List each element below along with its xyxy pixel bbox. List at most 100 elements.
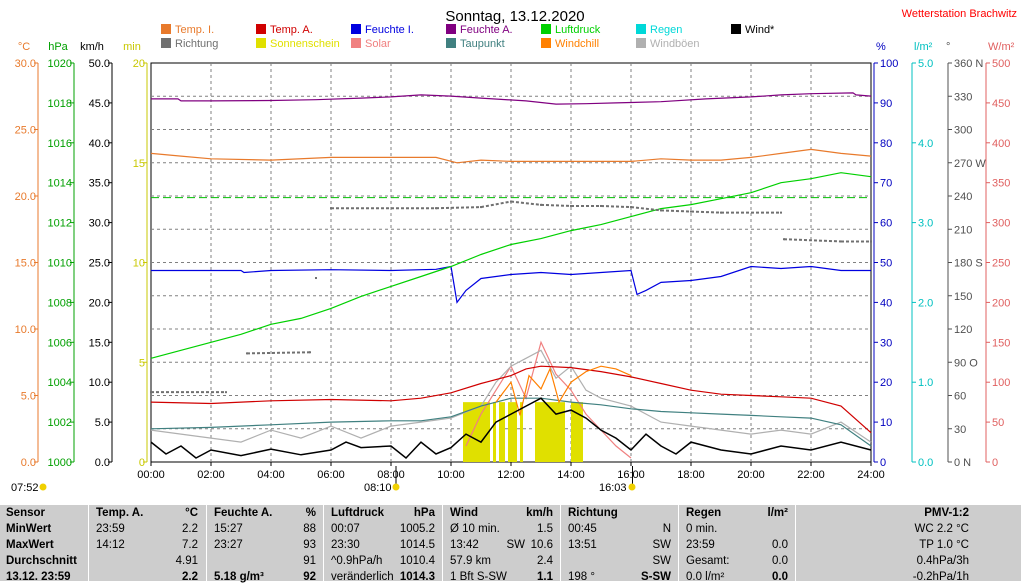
series-wind xyxy=(150,397,872,460)
temp-min-time: 23:59 xyxy=(96,523,125,535)
series-richtung-segment xyxy=(660,209,692,213)
temp-unit: °C xyxy=(185,507,198,519)
legend-label: Taupunkt xyxy=(460,38,505,50)
rain-tick-label: 0.0 xyxy=(918,457,933,469)
series-richtung-segment xyxy=(435,206,482,210)
series-richtung-point xyxy=(309,351,311,354)
pmv-trend-1h: -0.2hPa/1h xyxy=(912,571,969,583)
humidity-max-time: 23:27 xyxy=(214,539,243,551)
stats-pressure-column: Luftdruck hPa 00:07 1005.2 23:30 1014.5 ^0.… xyxy=(327,505,439,583)
solar-tick-label: 100 xyxy=(992,377,1010,389)
series-richtung-point xyxy=(315,277,317,280)
pressure-max-time: 23:30 xyxy=(331,539,360,551)
series-richtung-segment xyxy=(510,200,542,206)
wind-tick-label: 30.0 xyxy=(89,218,110,230)
wind-tick-label: 15.0 xyxy=(89,337,110,349)
legend-label: Windböen xyxy=(650,38,700,50)
series-solar xyxy=(465,340,632,459)
stats-rain-column: Regen l/m² 0 min. 23:59 0.0 Gesamt: 0.0 0.0… xyxy=(682,505,792,583)
rain-unit: l/m² xyxy=(767,507,788,519)
legend-swatch xyxy=(446,38,456,48)
time-tick-label: 08:00 xyxy=(377,469,405,481)
direction-max-time: 13:51 xyxy=(568,539,597,551)
humidity-tick-label: 50 xyxy=(880,258,892,270)
wind-current-value: 1.1 xyxy=(537,571,553,583)
wind-beaufort: 1 Bft S-SW xyxy=(450,571,507,583)
solar-tick-label: 50 xyxy=(992,417,1004,429)
direction-tick-label: 30 xyxy=(954,424,966,436)
series-richtung-segment xyxy=(540,203,572,207)
wind-avg10-label: Ø 10 min. xyxy=(450,523,500,535)
row-label-max: MaxWert xyxy=(6,539,54,551)
rain-last-value: 0.0 xyxy=(772,539,788,551)
pressure-tick-label: 1012 xyxy=(48,218,72,230)
sun-tick-label: 15 xyxy=(133,158,145,170)
daylight-sun-icon xyxy=(39,483,47,491)
legend-swatch xyxy=(161,24,171,34)
rain-header: Regen xyxy=(686,507,722,519)
wind-tick-label: 5.0 xyxy=(95,417,110,429)
rain-tick-label: 1.0 xyxy=(918,377,933,389)
direction-tick-label: 300 xyxy=(954,125,972,137)
daylight-label: 07:52 xyxy=(11,482,39,494)
time-tick-label: 18:00 xyxy=(677,469,705,481)
pressure-tick-label: 1002 xyxy=(48,417,72,429)
rain-duration: 0 min. xyxy=(686,523,718,535)
legend-swatch xyxy=(256,38,266,48)
humidity-unit: % xyxy=(305,507,316,519)
time-tick-label: 14:00 xyxy=(557,469,585,481)
humidity-min-value: 88 xyxy=(303,523,316,535)
pressure-unit: hPa xyxy=(413,507,435,519)
pressure-avg-value: 1010.4 xyxy=(399,555,435,567)
legend-label: Solar xyxy=(365,38,391,50)
direction-tick-label: 120 xyxy=(954,324,972,336)
time-tick-label: 06:00 xyxy=(317,469,345,481)
temp-max-time: 14:12 xyxy=(96,539,125,551)
wind-axis-unit: km/h xyxy=(80,41,104,53)
pressure-tick-label: 1016 xyxy=(48,138,72,150)
statistics-panel: Sensor MinWert MaxWert Durchschnitt 13.1… xyxy=(0,505,1021,583)
sensor-header: Sensor xyxy=(6,507,45,519)
solar-tick-label: 350 xyxy=(992,178,1010,190)
wind-max-value: 10.6 xyxy=(530,539,553,551)
solar-tick-label: 150 xyxy=(992,337,1010,349)
wind-avg10-value: 1.5 xyxy=(537,523,553,535)
rain-axis-unit: l/m² xyxy=(914,41,933,53)
direction-tick-label: 270 W xyxy=(954,158,986,170)
series-windb-en xyxy=(150,349,872,443)
temp-min-value: 2.2 xyxy=(182,523,198,535)
pressure-max-value: 1014.5 xyxy=(399,539,435,551)
rain-tick-label: 2.0 xyxy=(918,297,933,309)
rain-tick-label: 3.0 xyxy=(918,218,933,230)
temp-tick-label: 10.0 xyxy=(15,324,36,336)
direction-degrees: 198 ° xyxy=(568,571,595,583)
time-axis: 00:00 02:00 04:00 06:00 08:00 10:00 12:00 14:00… xyxy=(137,462,885,481)
temp-header: Temp. A. xyxy=(96,507,144,519)
series-temp-a xyxy=(150,365,872,434)
rain-total-value: 0.0 xyxy=(772,555,788,567)
sunrise-label: 08:10 xyxy=(364,482,392,494)
pressure-trend: ^0.9hPa/h xyxy=(331,555,383,567)
legend-label: Luftdruck xyxy=(555,24,601,36)
legend-label: Windchill xyxy=(555,38,599,50)
legend-swatch xyxy=(636,38,646,48)
legend-label: Sonnenschein xyxy=(270,38,340,50)
humidity-tick-label: 60 xyxy=(880,218,892,230)
sunshine-bar xyxy=(520,402,523,462)
sunset-sun-icon xyxy=(628,483,636,491)
legend-swatch xyxy=(351,38,361,48)
pmv-dewpoint: TP 1.0 °C xyxy=(919,539,969,551)
pressure-axis-unit: hPa xyxy=(48,41,68,53)
legend-label: Temp. A. xyxy=(270,24,313,36)
solar-tick-label: 0 xyxy=(992,457,998,469)
stats-temp-column: Temp. A. °C 23:59 2.2 14:12 7.2 4.91 2.2 xyxy=(92,505,202,583)
row-label-min: MinWert xyxy=(6,523,52,535)
direction-max-value: SW xyxy=(652,539,671,551)
pressure-tick-label: 1000 xyxy=(48,457,72,469)
legend-swatch xyxy=(636,24,646,34)
stats-humidity-column: Feuchte A.% 15:27 88 23:27 93 91 5.18 g/m³… xyxy=(210,505,320,583)
sunshine-bar xyxy=(535,402,565,462)
temp-tick-label: 5.0 xyxy=(21,391,36,403)
series-richtung-point xyxy=(225,391,227,394)
temp-axis-unit: °C xyxy=(18,41,30,53)
